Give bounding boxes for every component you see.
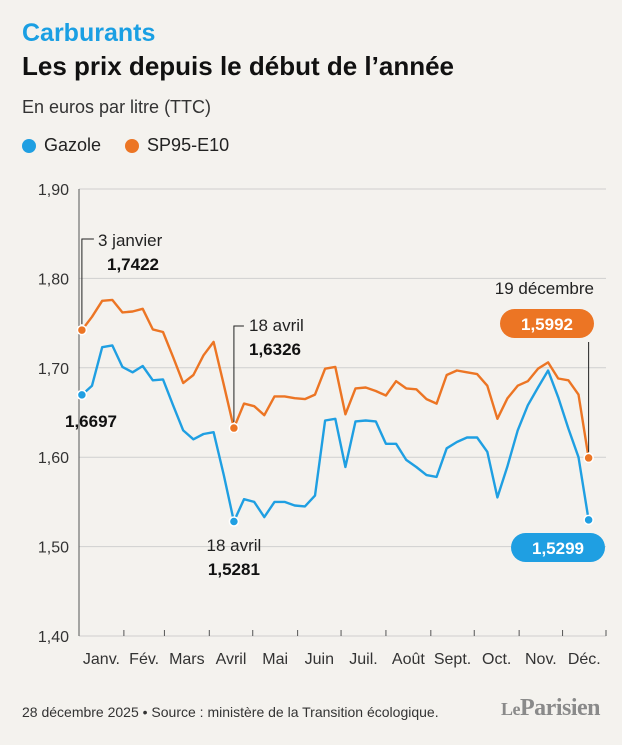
chart-subtitle: En euros par litre (TTC) [22,97,212,117]
annotation-leader [233,325,244,423]
x-tick-label: Janv. [83,651,120,668]
x-tick-label: Nov. [525,651,557,668]
annotation-value: 1,5281 [208,560,260,579]
value-badge-gazole [511,533,605,562]
annotation-date: 18 avril [249,316,304,335]
y-tick-label: 1,70 [38,361,69,378]
legend-item-sp95: SP95-E10 [125,135,229,156]
legend-label-gazole: Gazole [44,135,102,155]
le-parisien-logo: LeParisien [501,695,601,721]
y-tick-label: 1,80 [38,271,69,288]
annotation-value: 1,5299 [532,539,584,558]
marker-point [228,516,240,527]
annotation-date: 3 janvier [98,231,163,250]
y-tick-label: 1,90 [38,182,69,199]
footer-source: 28 décembre 2025 • Source : ministère de… [22,704,439,720]
value-badge-sp95 [500,309,594,338]
x-tick-label: Mai [262,651,288,668]
legend-swatch-gazole [22,138,36,153]
chart-title: Les prix depuis le début de l’année [22,51,454,81]
x-tick-label: Mars [169,651,205,668]
y-tick-label: 1,60 [38,450,69,467]
marker-point [76,324,88,336]
x-tick-label: Déc. [568,651,601,668]
legend-item-gazole: Gazole [22,135,101,156]
legend: Gazole SP95-E10 [22,135,253,156]
annotation-value: 1,5992 [521,315,573,334]
x-tick-label: Juil. [349,651,377,668]
x-tick-label: Août [392,651,425,668]
annotation-leader [81,238,94,325]
x-tick-label: Oct. [482,651,511,668]
marker-point [583,452,594,464]
annotation-value: 1,6697 [65,412,117,431]
marker-point [228,422,240,434]
header: Carburants Les prix depuis le début de l… [22,18,454,82]
y-tick-label: 1,50 [38,540,69,557]
x-tick-label: Sept. [434,651,471,668]
annotation-date: 18 avril [207,536,262,555]
annotation-value: 1,7422 [107,255,159,274]
annotation-date: 19 décembre [495,279,594,298]
chart-kicker: Carburants [22,19,156,47]
legend-swatch-sp95 [125,138,140,153]
x-tick-label: Juin [305,651,334,668]
marker-point [76,389,88,401]
marker-point [583,514,594,526]
series-line-sp95 [80,298,590,459]
x-tick-label: Fév. [129,651,159,668]
series-line-gazole [81,344,590,523]
annotation-value: 1,6326 [249,340,301,359]
x-tick-label: Avril [216,651,247,668]
line-chart: 1,90 1,80 1,70 1,60 1,50 1,40 Janv. Fév. Mars Avr… [38,182,607,668]
legend-label-sp95: SP95-E10 [147,135,230,155]
y-tick-label: 1,40 [38,629,69,646]
